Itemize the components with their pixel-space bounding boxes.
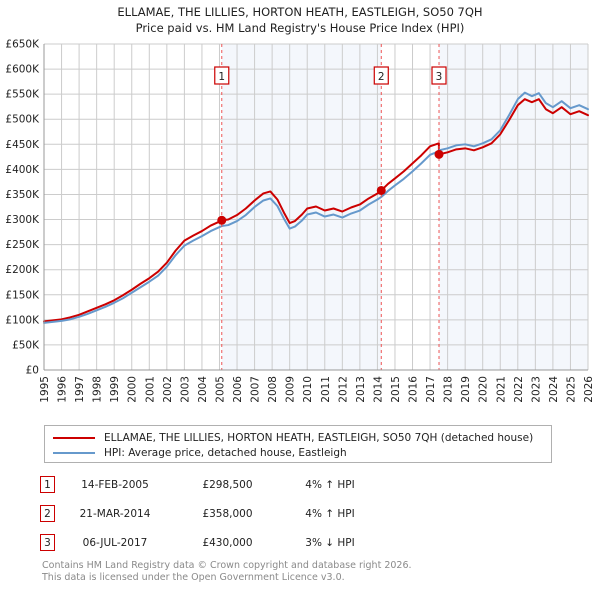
transaction-hpi-delta: 4% ↑ HPI: [305, 478, 355, 491]
legend-label-price-paid: ELLAMAE, THE LILLIES, HORTON HEATH, EAST…: [104, 431, 534, 444]
transaction-point-marker[interactable]: [217, 215, 227, 225]
x-axis-tick-label: 2007: [250, 376, 262, 403]
transaction-price: £298,500: [202, 478, 253, 491]
x-axis-tick-label: 2021: [495, 376, 507, 403]
x-axis-tick-label: 2014: [372, 376, 384, 403]
x-axis-tick-label: 1996: [57, 376, 69, 403]
x-axis-tick-label: 2003: [179, 376, 191, 403]
y-axis-tick-label: £50K: [12, 339, 40, 351]
shaded-span: [439, 44, 588, 370]
transaction-hpi-delta: 3% ↓ HPI: [305, 536, 355, 549]
x-axis-tick-label: 2017: [425, 376, 437, 403]
series-line-price-paid: [43, 98, 589, 323]
y-axis-tick-label: £300K: [5, 214, 40, 226]
x-axis-tick-label: 2020: [478, 376, 490, 403]
title-line-1: ELLAMAE, THE LILLIES, HORTON HEATH, EAST…: [117, 5, 483, 19]
x-axis-tick-label: 2006: [232, 376, 244, 403]
y-axis-tick-label: £450K: [5, 139, 40, 151]
legend-swatch-price-paid: [53, 436, 95, 439]
x-axis-tick-label: 2023: [530, 376, 542, 403]
transaction-date: 06-JUL-2017: [82, 536, 148, 549]
transaction-hpi-delta: 4% ↑ HPI: [305, 507, 355, 520]
x-axis-tick-label: 2009: [285, 376, 297, 403]
title-line-2: Price paid vs. HM Land Registry's House …: [135, 21, 465, 35]
y-axis-tick-label: £150K: [5, 289, 40, 301]
x-axis-tick-label: 2016: [408, 376, 420, 403]
x-axis-tick-label: 2019: [460, 376, 472, 403]
shaded-span: [221, 44, 382, 370]
x-axis-tick-label: 2024: [548, 376, 560, 403]
legend-label-hpi: HPI: Average price, detached house, East…: [104, 446, 347, 459]
transaction-index-badge: 2: [40, 505, 55, 522]
x-axis-tick-label: 2018: [443, 376, 455, 403]
x-axis-tick-label: 2010: [302, 376, 314, 403]
transaction-point-marker[interactable]: [376, 185, 386, 195]
x-axis-tick-label: 2012: [337, 376, 349, 403]
marker-label-box[interactable]: [373, 66, 389, 85]
x-axis-tick-label: 2000: [127, 376, 139, 403]
legend-swatch-hpi: [53, 451, 95, 454]
y-axis-tick-label: £550K: [5, 89, 40, 101]
x-axis-tick-label: 2004: [197, 376, 209, 403]
y-axis-tick-label: £600K: [5, 64, 40, 76]
y-axis-tick-label: £500K: [5, 114, 40, 126]
marker-label-box[interactable]: [214, 66, 230, 85]
y-axis-tick-label: £200K: [5, 264, 40, 276]
footer-line-2: This data is licensed under the Open Gov…: [42, 571, 345, 583]
marker-label-text: 3: [436, 71, 443, 83]
chart-plot-area: £0 £50K £100K £150K £200K £250K £300K £350K £400…: [5, 39, 595, 403]
transaction-index-badge: 1: [40, 476, 55, 493]
marker-label-text: 1: [218, 71, 225, 83]
x-axis-tick-label: 2005: [214, 376, 226, 403]
x-axis-tick-label: 2001: [144, 376, 156, 403]
y-axis-tick-label: £250K: [5, 239, 40, 251]
legend-entry-price-paid: ELLAMAE, THE LILLIES, HORTON HEATH, EAST…: [53, 430, 543, 445]
transaction-price: £358,000: [202, 507, 253, 520]
transaction-index-badge: 3: [40, 534, 55, 551]
y-axis-tick-label: £100K: [5, 314, 40, 326]
x-axis-tick-label: 2011: [320, 376, 332, 403]
x-axis-tick-label: 2013: [355, 376, 367, 403]
page-title: ELLAMAE, THE LILLIES, HORTON HEATH, EAST…: [0, 4, 600, 36]
transactions-table: 1 14-FEB-2005 £298,500 4% ↑ HPI 2 21-MAR…: [40, 470, 460, 557]
x-axis-tick-label: 2025: [565, 376, 577, 403]
x-axis-tick-label: 2022: [513, 376, 525, 403]
y-axis-tick-label: £400K: [5, 164, 40, 176]
y-axis-tick-label: £650K: [5, 39, 40, 51]
footer-attribution: Contains HM Land Registry data © Crown c…: [42, 560, 562, 583]
transaction-point-marker[interactable]: [434, 149, 444, 159]
x-axis-tick-label: 2026: [583, 376, 595, 403]
transaction-price: £430,000: [202, 536, 253, 549]
x-axis-tick-label: 1998: [92, 376, 104, 403]
table-row: 3 06-JUL-2017 £430,000 3% ↓ HPI: [40, 528, 460, 557]
x-axis-tick-label: 2002: [162, 376, 174, 403]
footer-line-1: Contains HM Land Registry data © Crown c…: [42, 560, 412, 571]
price-history-chart: £0 £50K £100K £150K £200K £250K £300K £350K £400…: [5, 39, 595, 403]
y-axis-tick-label: £0: [26, 365, 39, 377]
y-axis-tick-label: £350K: [5, 189, 40, 201]
transaction-date: 21-MAR-2014: [79, 507, 151, 520]
marker-label-text: 2: [378, 71, 385, 83]
x-axis-tick-label: 2008: [267, 376, 279, 403]
x-axis-tick-label: 1997: [74, 376, 86, 403]
table-row: 1 14-FEB-2005 £298,500 4% ↑ HPI: [40, 470, 460, 499]
chart-legend: ELLAMAE, THE LILLIES, HORTON HEATH, EAST…: [44, 425, 552, 463]
transaction-date: 14-FEB-2005: [81, 478, 149, 491]
table-row: 2 21-MAR-2014 £358,000 4% ↑ HPI: [40, 499, 460, 528]
x-axis-tick-label: 1995: [39, 376, 51, 403]
series-line-hpi: [43, 91, 589, 324]
marker-label-box[interactable]: [431, 66, 447, 85]
x-axis-tick-label: 2015: [390, 376, 402, 403]
legend-entry-hpi: HPI: Average price, detached house, East…: [53, 445, 543, 460]
x-axis-tick-label: 1999: [109, 376, 121, 403]
